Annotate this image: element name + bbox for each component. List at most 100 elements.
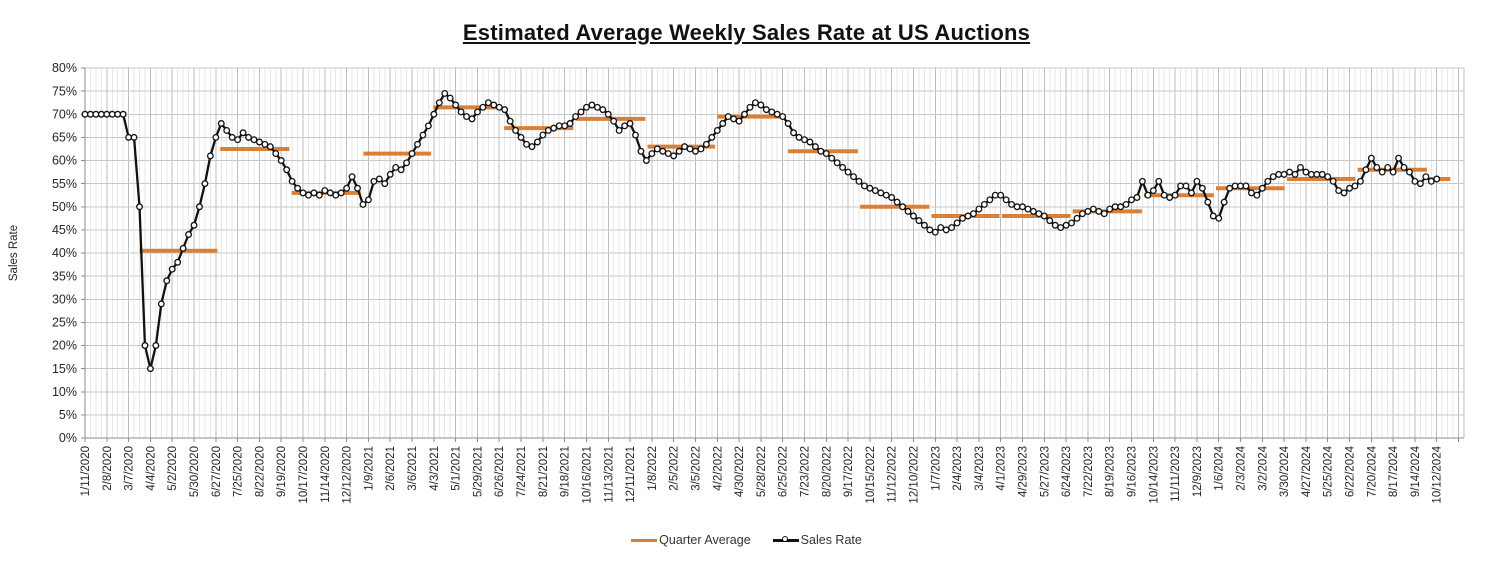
x-axis-tick-label: 7/22/2023 bbox=[1083, 446, 1095, 497]
data-point-marker bbox=[1177, 182, 1185, 190]
data-point-marker bbox=[768, 108, 776, 116]
x-axis-tick-label: 12/12/2020 bbox=[342, 446, 354, 504]
data-point-marker bbox=[419, 131, 427, 139]
x-axis-tick-label: 2/6/2021 bbox=[385, 446, 397, 491]
y-axis-labels: 0% 5% 10% 15% 20% 25% 30% 35% 40% 45% 50% 55% 60% 65%… bbox=[52, 61, 77, 445]
data-point-marker bbox=[1160, 191, 1168, 199]
x-axis-tick-label: 12/9/2023 bbox=[1192, 446, 1204, 497]
data-point-marker bbox=[130, 133, 138, 141]
data-point-marker bbox=[97, 110, 105, 118]
data-point-marker bbox=[593, 103, 601, 111]
data-point-marker bbox=[653, 145, 661, 153]
data-point-marker bbox=[277, 157, 285, 164]
data-point-marker bbox=[1384, 163, 1392, 171]
data-point-marker bbox=[888, 194, 896, 201]
data-point-marker bbox=[1416, 180, 1424, 188]
x-axis-tick-label: 8/20/2022 bbox=[821, 446, 833, 497]
sales-rate-swatch-icon bbox=[772, 535, 799, 545]
data-point-marker bbox=[206, 152, 214, 160]
data-point-marker bbox=[893, 198, 901, 206]
data-point-marker bbox=[648, 150, 656, 158]
x-axis-tick-label: 2/5/2022 bbox=[669, 446, 681, 491]
data-point-marker bbox=[1128, 196, 1135, 204]
data-point-marker bbox=[1395, 154, 1403, 162]
data-point-marker bbox=[1068, 219, 1076, 227]
data-point-marker bbox=[1171, 191, 1179, 199]
data-point-marker bbox=[697, 145, 705, 153]
data-point-marker bbox=[354, 184, 361, 192]
data-point-marker bbox=[403, 159, 411, 167]
data-point-marker bbox=[414, 140, 421, 148]
data-point-marker bbox=[561, 122, 569, 130]
data-point-marker bbox=[544, 126, 552, 134]
x-axis-tick-label: 9/16/2023 bbox=[1127, 446, 1139, 497]
x-axis-tick-label: 11/13/2021 bbox=[603, 446, 615, 503]
data-point-marker bbox=[1378, 168, 1386, 176]
data-point-marker bbox=[953, 219, 961, 227]
data-point-marker bbox=[931, 228, 939, 236]
data-point-marker bbox=[495, 103, 503, 111]
data-point-marker bbox=[588, 101, 596, 109]
data-point-marker bbox=[871, 187, 879, 195]
y-axis-tick-label: 55% bbox=[52, 177, 77, 191]
x-axis-tick-label: 12/11/2021 bbox=[625, 446, 637, 503]
x-axis-tick-label: 4/2/2022 bbox=[712, 446, 724, 491]
data-point-marker bbox=[637, 147, 645, 155]
x-axis-tick-label: 6/25/2022 bbox=[778, 446, 790, 497]
data-point-marker bbox=[664, 150, 672, 158]
data-point-marker bbox=[1040, 212, 1048, 220]
y-axis-tick-label: 80% bbox=[52, 61, 77, 75]
data-point-marker bbox=[1079, 210, 1086, 218]
data-point-marker bbox=[724, 113, 732, 121]
data-point-marker bbox=[288, 177, 296, 185]
data-point-marker bbox=[386, 170, 394, 178]
data-point-marker bbox=[670, 152, 678, 160]
data-point-marker bbox=[1351, 182, 1359, 190]
data-point-marker bbox=[583, 103, 590, 111]
data-point-marker bbox=[1002, 196, 1010, 204]
data-point-marker bbox=[980, 200, 988, 208]
data-point-marker bbox=[512, 126, 520, 134]
data-point-marker bbox=[1264, 177, 1272, 185]
x-axis-tick-label: 12/10/2022 bbox=[908, 446, 920, 504]
x-axis-tick-label: 4/29/2023 bbox=[1018, 446, 1030, 497]
sales-rate-markers bbox=[81, 89, 1441, 373]
data-point-marker bbox=[659, 147, 667, 155]
data-point-marker bbox=[920, 221, 928, 229]
data-point-marker bbox=[136, 203, 143, 211]
x-axis-tick-label: 3/4/2023 bbox=[974, 446, 986, 491]
x-axis-tick-label: 6/24/2023 bbox=[1061, 446, 1073, 497]
data-point-marker bbox=[806, 138, 814, 146]
data-point-marker bbox=[926, 226, 934, 234]
data-point-marker bbox=[517, 133, 525, 141]
data-point-marker bbox=[364, 196, 372, 204]
data-point-marker bbox=[1406, 168, 1413, 176]
data-point-marker bbox=[975, 205, 983, 213]
data-point-marker bbox=[146, 365, 154, 373]
data-point-marker bbox=[692, 147, 699, 155]
data-point-marker bbox=[234, 136, 242, 144]
data-point-marker bbox=[1008, 200, 1016, 208]
data-point-marker bbox=[223, 126, 231, 134]
data-point-marker bbox=[866, 184, 874, 192]
data-point-marker bbox=[332, 191, 340, 199]
data-point-marker bbox=[1302, 168, 1310, 176]
data-point-marker bbox=[283, 166, 291, 174]
data-point-marker bbox=[326, 189, 334, 197]
data-point-marker bbox=[762, 106, 770, 114]
data-point-marker bbox=[1122, 200, 1130, 208]
x-axis-tick-label: 3/5/2022 bbox=[690, 446, 702, 491]
data-point-marker bbox=[1062, 221, 1070, 229]
legend-item-sales-rate: Sales Rate bbox=[772, 533, 862, 547]
data-point-marker bbox=[1193, 177, 1201, 185]
data-point-marker bbox=[343, 184, 351, 192]
data-point-marker bbox=[779, 113, 787, 121]
data-point-marker bbox=[577, 108, 585, 116]
data-point-marker bbox=[610, 117, 618, 125]
data-point-marker bbox=[997, 191, 1005, 199]
data-point-marker bbox=[910, 212, 917, 220]
data-point-marker bbox=[1242, 182, 1250, 190]
data-point-marker bbox=[1247, 189, 1255, 197]
data-point-marker bbox=[1117, 203, 1125, 211]
x-axis-tick-label: 1/7/2023 bbox=[930, 446, 942, 491]
